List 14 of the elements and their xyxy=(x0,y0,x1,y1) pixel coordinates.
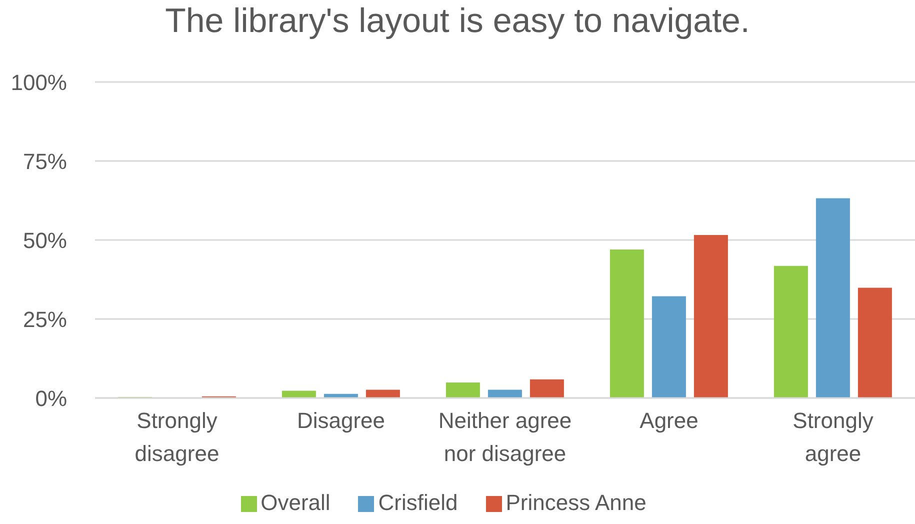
x-tick-label: Strongly disagree xyxy=(134,408,220,466)
y-tick-label: 75% xyxy=(22,148,67,174)
x-tick-label: Strongly agree xyxy=(792,408,874,466)
x-tick-label: Neither agree nor disagree xyxy=(438,408,572,466)
legend-label: Crisfield xyxy=(378,490,458,515)
y-tick-label: 0% xyxy=(35,386,67,411)
x-tick-label: Disagree xyxy=(296,408,386,433)
legend-label: Princess Anne xyxy=(506,490,646,515)
y-tick-label: 50% xyxy=(22,228,67,253)
y-tick-label: 25% xyxy=(22,306,67,332)
chart-title: The library's layout is easy to navigate. xyxy=(164,2,751,41)
legend-label: Overall xyxy=(260,490,330,515)
x-tick-label: Agree xyxy=(640,408,698,433)
y-tick-label: 100% xyxy=(10,70,67,95)
